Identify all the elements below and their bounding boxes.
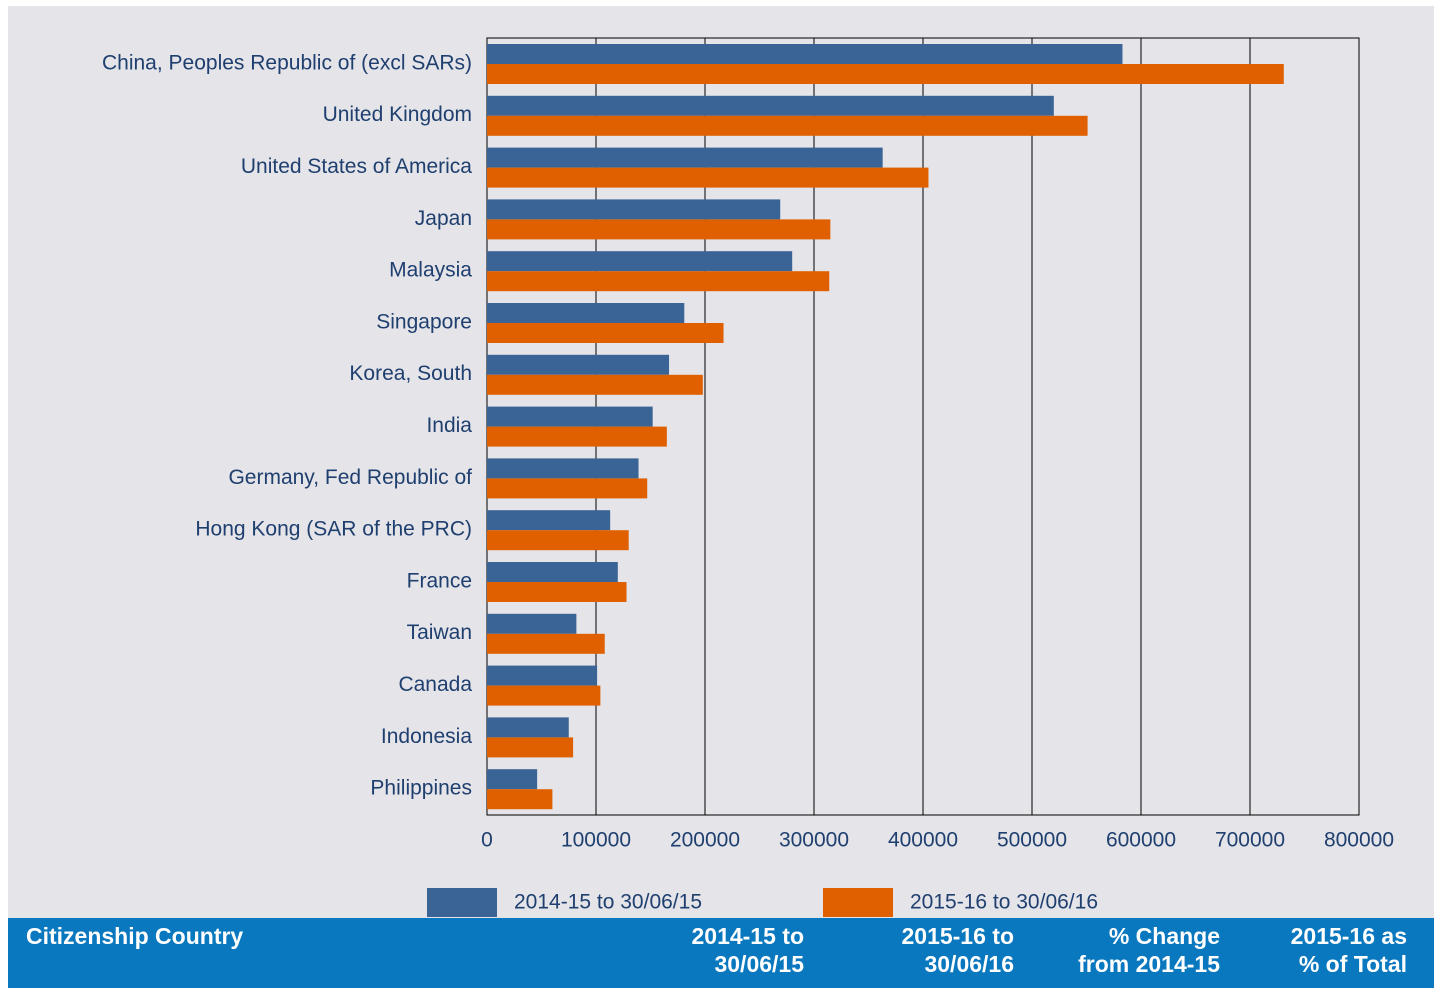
bar (487, 633, 605, 654)
bar (487, 737, 574, 758)
bar (487, 115, 1088, 136)
header-line: 30/06/16 (924, 951, 1014, 977)
y-tick-label: Korea, South (349, 362, 472, 385)
bar (487, 406, 653, 427)
x-tick-label: 500000 (997, 829, 1067, 852)
header-line: from 2014-15 (1078, 951, 1220, 977)
y-tick-label: Japan (415, 207, 472, 230)
column-header: 2014-15 to 30/06/15 (691, 922, 804, 978)
legend-label: 2014-15 to 30/06/15 (514, 891, 702, 914)
bar (487, 789, 553, 810)
bar (487, 251, 793, 272)
x-tick-label: 200000 (670, 829, 740, 852)
bar (487, 64, 1284, 84)
column-header: 2015-16 as% of Total (1291, 922, 1407, 978)
bar (487, 199, 781, 220)
column-header: 2015-16 to 30/06/16 (901, 922, 1014, 978)
x-tick-label: 100000 (561, 829, 631, 852)
y-tick-label: Germany, Fed Republic of (228, 466, 472, 489)
bar (487, 95, 1054, 116)
header-line: 2015-16 as (1290, 923, 1407, 949)
bar (487, 769, 538, 790)
y-tick-label: Hong Kong (SAR of the PRC) (195, 518, 472, 541)
table-header: Citizenship Country 2014-15 to 30/06/15 201… (8, 918, 1434, 988)
x-tick-label: 300000 (779, 829, 849, 852)
legend-swatch (427, 888, 497, 917)
bar (487, 685, 601, 706)
header-line: % Change (1108, 923, 1220, 949)
header-line: 30/06/15 (714, 951, 804, 977)
y-tick-label: India (426, 414, 472, 437)
bar (487, 458, 639, 479)
legend-swatch (823, 888, 893, 917)
bar (487, 323, 724, 343)
x-tick-label: 700000 (1215, 829, 1285, 852)
y-tick-label: France (407, 569, 472, 592)
header-line: 2014-15 to (691, 923, 804, 949)
x-tick-label: 600000 (1106, 829, 1176, 852)
bar (487, 147, 883, 168)
y-tick-label: Malaysia (389, 259, 472, 282)
chart: 0 100000 200000 300000 400000 500000 600000 700… (102, 37, 1394, 917)
bar (487, 354, 670, 375)
y-tick-label: Philippines (370, 777, 472, 800)
x-tick-label: 400000 (888, 829, 958, 852)
bar (487, 167, 929, 188)
y-tick-label: China, Peoples Republic of (excl SARs) (102, 51, 472, 74)
x-tick-label: 800000 (1324, 829, 1394, 852)
y-tick-label: United Kingdom (323, 103, 472, 126)
y-tick-label: Singapore (376, 310, 472, 333)
column-header: % Change from 2014-15 (1078, 922, 1220, 978)
header-line: % of Total (1298, 951, 1407, 977)
y-tick-label: Canada (398, 673, 472, 696)
bar (487, 374, 703, 395)
bar (487, 271, 830, 292)
y-tick-label: United States of America (241, 155, 472, 178)
bar (487, 582, 627, 602)
bar (487, 562, 618, 582)
y-tick-label: Taiwan (407, 621, 472, 644)
bar (487, 510, 611, 531)
bar (487, 426, 667, 447)
y-tick-label: Indonesia (381, 725, 472, 748)
bar (487, 303, 685, 323)
bar (487, 219, 831, 240)
header-line: 2015-16 to (901, 923, 1014, 949)
bar (487, 717, 569, 738)
x-tick-label: 0 (481, 829, 493, 852)
bar (487, 478, 648, 499)
bar (487, 530, 629, 551)
bar (487, 613, 577, 634)
header-line: Citizenship Country (26, 923, 244, 949)
bar (487, 44, 1123, 64)
legend-label: 2015-16 to 30/06/16 (910, 891, 1098, 914)
bar (487, 665, 598, 686)
column-header: Citizenship Country (26, 922, 243, 950)
